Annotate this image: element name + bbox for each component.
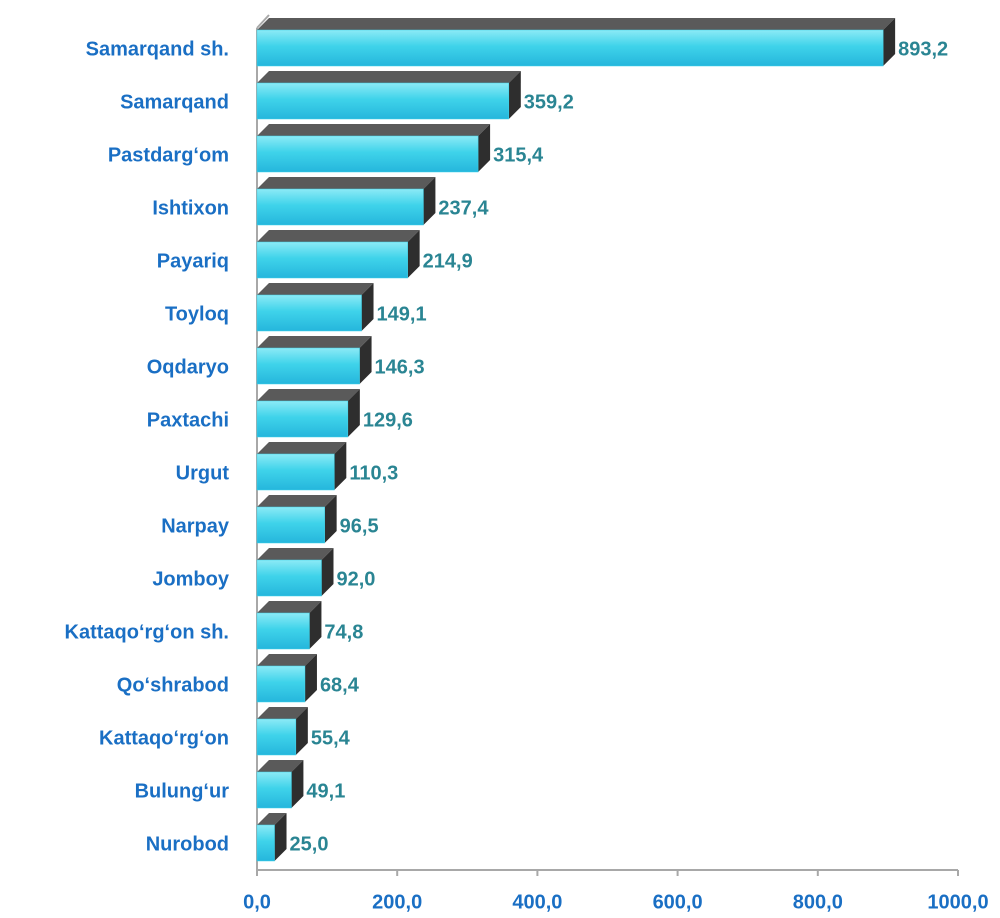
bar bbox=[256, 665, 306, 703]
bar-top bbox=[257, 601, 322, 613]
bar bbox=[256, 771, 292, 809]
bar-side bbox=[508, 71, 521, 119]
bar-side bbox=[407, 230, 420, 278]
bar-top bbox=[257, 389, 360, 401]
bar bbox=[256, 188, 424, 226]
category-label: Nurobod bbox=[146, 833, 229, 855]
value-label: 96,5 bbox=[340, 515, 379, 537]
bar bbox=[256, 135, 479, 173]
bar-side bbox=[883, 18, 896, 66]
x-tick-label: 0,0 bbox=[243, 891, 271, 913]
bar-side bbox=[291, 760, 304, 808]
bar-side bbox=[304, 654, 317, 702]
bar-top bbox=[257, 760, 304, 772]
bar-top bbox=[257, 71, 521, 83]
bar-side bbox=[309, 601, 322, 649]
bar-top bbox=[257, 442, 347, 454]
value-label: 893,2 bbox=[898, 38, 948, 60]
bar bbox=[256, 506, 325, 544]
category-label: Jomboy bbox=[152, 568, 230, 590]
bar-side bbox=[423, 177, 436, 225]
category-label: Samarqand sh. bbox=[86, 38, 229, 60]
category-label: Kattaqo‘rg‘on bbox=[99, 727, 229, 749]
category-label: Ishtixon bbox=[152, 197, 229, 219]
bar-side bbox=[324, 495, 337, 543]
bar-side bbox=[359, 336, 372, 384]
value-label: 129,6 bbox=[363, 409, 413, 431]
category-label: Kattaqo‘rg‘on sh. bbox=[65, 621, 229, 643]
bar-top bbox=[257, 813, 287, 825]
bar-side bbox=[274, 813, 287, 861]
bar bbox=[256, 29, 884, 67]
bar-top bbox=[257, 283, 374, 295]
bar-top bbox=[257, 336, 372, 348]
value-label: 55,4 bbox=[311, 727, 351, 749]
x-tick-label: 600,0 bbox=[653, 891, 703, 913]
bar-side bbox=[334, 442, 347, 490]
bar bbox=[256, 824, 275, 862]
bar-top bbox=[257, 654, 317, 666]
category-label: Bulung‘ur bbox=[135, 780, 230, 802]
value-label: 359,2 bbox=[524, 91, 574, 113]
bar bbox=[256, 294, 362, 332]
value-label: 68,4 bbox=[320, 674, 360, 696]
bar bbox=[256, 718, 297, 756]
value-label: 149,1 bbox=[377, 303, 427, 325]
value-label: 49,1 bbox=[306, 780, 345, 802]
value-label: 25,0 bbox=[290, 833, 329, 855]
bar bbox=[256, 559, 322, 597]
bar-top bbox=[257, 230, 420, 242]
x-tick-label: 200,0 bbox=[372, 891, 422, 913]
category-label: Oqdaryo bbox=[147, 356, 229, 378]
bar-top bbox=[257, 18, 896, 30]
bar-side bbox=[478, 124, 491, 172]
x-tick-label: 400,0 bbox=[512, 891, 562, 913]
value-label: 146,3 bbox=[375, 356, 425, 378]
category-label: Narpay bbox=[161, 515, 230, 537]
category-label: Samarqand bbox=[120, 91, 229, 113]
category-label: Qo‘shrabod bbox=[117, 674, 229, 696]
bar-top bbox=[257, 548, 334, 560]
x-tick-label: 1000,0 bbox=[927, 891, 988, 913]
bar-side bbox=[295, 707, 308, 755]
bar-top bbox=[257, 124, 491, 136]
bar bbox=[256, 400, 349, 438]
category-label: Paxtachi bbox=[147, 409, 229, 431]
value-label: 74,8 bbox=[324, 621, 363, 643]
bar bbox=[256, 347, 360, 385]
bar bbox=[256, 453, 335, 491]
bar bbox=[256, 612, 310, 650]
value-label: 214,9 bbox=[423, 250, 473, 272]
bar-side bbox=[361, 283, 374, 331]
axis-corner bbox=[256, 14, 270, 29]
bar-top bbox=[257, 177, 436, 189]
category-label: Pastdarg‘om bbox=[108, 144, 229, 166]
value-label: 315,4 bbox=[493, 144, 544, 166]
bar-side bbox=[347, 389, 360, 437]
bar-side bbox=[321, 548, 334, 596]
value-label: 92,0 bbox=[336, 568, 375, 590]
category-label: Payariq bbox=[157, 250, 229, 272]
category-label: Toyloq bbox=[165, 303, 229, 325]
bar-top bbox=[257, 707, 308, 719]
bar bbox=[256, 82, 510, 120]
bar bbox=[256, 241, 408, 279]
category-label: Urgut bbox=[176, 462, 230, 484]
x-tick-label: 800,0 bbox=[793, 891, 843, 913]
bar-top bbox=[257, 495, 337, 507]
value-label: 110,3 bbox=[349, 462, 398, 484]
value-label: 237,4 bbox=[438, 197, 489, 219]
